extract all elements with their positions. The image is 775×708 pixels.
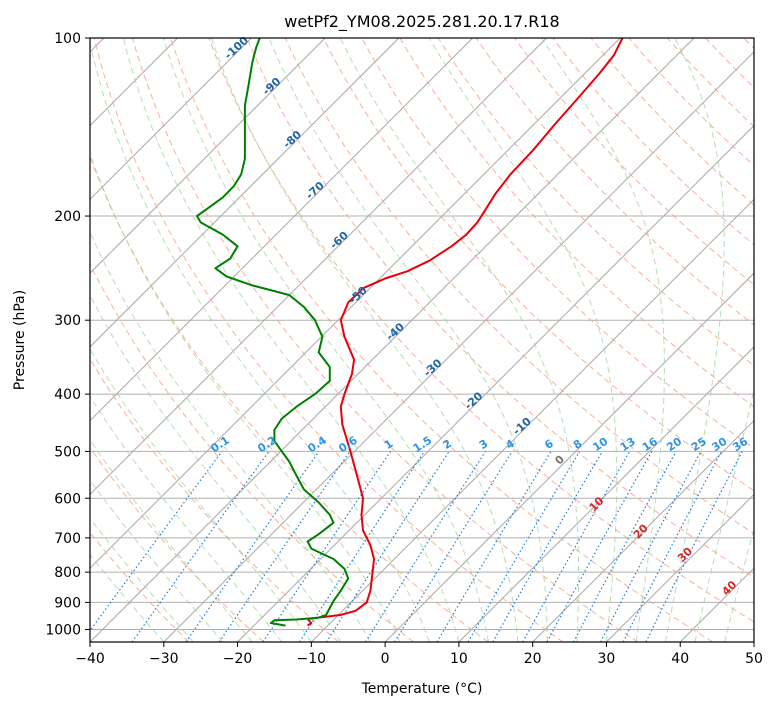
dry-adiabat-line bbox=[90, 262, 414, 642]
isotherm-line bbox=[606, 493, 754, 642]
moist-adiabat-line bbox=[90, 554, 165, 642]
moist-adiabat-line bbox=[694, 387, 754, 642]
dry-adiabats bbox=[90, 38, 754, 642]
skewed-isotherms bbox=[90, 38, 754, 642]
moist-adiabat-line bbox=[90, 479, 224, 642]
x-tick-label: 50 bbox=[745, 651, 763, 667]
isotherm-line bbox=[237, 124, 754, 642]
isotherm-line bbox=[458, 346, 754, 642]
mixing-ratio-line bbox=[90, 451, 223, 632]
moist-adiabats bbox=[90, 38, 754, 642]
y-tick-label: 400 bbox=[54, 387, 81, 403]
dry-adiabat-line bbox=[208, 38, 754, 623]
x-tick-label: 10 bbox=[450, 651, 468, 667]
isotherm-line bbox=[90, 38, 326, 274]
pressure-gridlines bbox=[90, 38, 754, 630]
mixing-ratio-line bbox=[325, 451, 450, 642]
dry-adiabat-line bbox=[514, 38, 754, 286]
y-tick-label: 200 bbox=[54, 209, 81, 225]
dry-adiabat-line bbox=[322, 38, 754, 492]
x-tick-label: 40 bbox=[671, 651, 689, 667]
x-tick-label: −40 bbox=[75, 651, 105, 667]
dry-adiabat-line bbox=[90, 155, 489, 642]
moist-adiabat-line bbox=[428, 38, 618, 642]
y-axis-ticks: 100 200 300 400 500 600 700 800 900 1000 bbox=[45, 31, 90, 638]
dry-adiabat-line bbox=[437, 38, 754, 367]
moist-adiabat-line bbox=[90, 294, 342, 642]
isotherm-line bbox=[90, 38, 400, 348]
mixing-ratio-line bbox=[299, 451, 425, 642]
isotherm-line bbox=[90, 38, 621, 569]
moist-adiabat-line bbox=[724, 527, 754, 642]
y-tick-label: 100 bbox=[54, 31, 81, 47]
x-axis-ticks: −40 −30 −20 −10 0 10 20 30 40 50 bbox=[75, 642, 763, 667]
moist-adiabat-line bbox=[90, 517, 194, 642]
isotherm-line bbox=[90, 38, 474, 422]
mixing-ratio-line bbox=[185, 451, 320, 642]
mixing-ratio-line bbox=[645, 451, 743, 642]
mixing-ratio-line bbox=[394, 451, 513, 642]
y-tick-label: 800 bbox=[54, 565, 81, 581]
mixing-ratio-line bbox=[622, 451, 722, 642]
mixing-ratio-line bbox=[546, 451, 653, 642]
mixing-ratio-line bbox=[522, 451, 631, 642]
moist-adiabat-line bbox=[90, 439, 253, 642]
moist-adiabat-line bbox=[540, 38, 665, 642]
moist-adiabat-line bbox=[210, 38, 519, 642]
dry-adiabat-line bbox=[93, 38, 564, 642]
dewpoint-profile-line bbox=[196, 38, 350, 627]
isotherm-line bbox=[90, 38, 547, 496]
moist-adiabat-line bbox=[90, 395, 283, 642]
moist-adiabat-line bbox=[90, 40, 430, 642]
isotherm-line bbox=[90, 38, 252, 201]
dry-adiabat-line bbox=[90, 446, 265, 642]
x-tick-label: 20 bbox=[524, 651, 542, 667]
dry-adiabat-line bbox=[90, 358, 339, 642]
dry-adiabat-line bbox=[131, 38, 639, 642]
mixing-ratio-line bbox=[572, 451, 677, 642]
y-tick-label: 300 bbox=[54, 313, 81, 329]
dry-adiabat-line bbox=[361, 38, 754, 449]
isotherm-line bbox=[163, 51, 754, 642]
moist-adiabat-line bbox=[339, 38, 580, 642]
moist-adiabat-line bbox=[665, 38, 725, 642]
x-tick-label: −20 bbox=[223, 651, 253, 667]
axes-frame bbox=[89, 37, 755, 643]
dry-adiabat-line bbox=[284, 38, 754, 535]
y-tick-label: 1000 bbox=[45, 622, 81, 638]
moist-adiabat-line bbox=[90, 348, 312, 642]
plot-area bbox=[90, 38, 754, 642]
y-tick-label: 600 bbox=[54, 491, 81, 507]
isotherm-line bbox=[384, 272, 754, 642]
sounding-profiles bbox=[196, 38, 624, 627]
chart-title: wetPf2_YM08.2025.281.20.17.R18 bbox=[284, 12, 559, 32]
moist-adiabat-line bbox=[90, 230, 371, 642]
x-tick-label: −10 bbox=[297, 651, 327, 667]
x-tick-label: 0 bbox=[381, 651, 390, 667]
moist-adiabat-line bbox=[268, 38, 548, 642]
x-axis-title: Temperature (°C) bbox=[361, 681, 483, 697]
isotherm-line bbox=[532, 419, 754, 642]
moist-adiabat-line bbox=[162, 38, 489, 642]
mixing-ratio-line bbox=[131, 451, 270, 642]
y-tick-label: 900 bbox=[54, 595, 81, 611]
isotherm-line bbox=[90, 38, 695, 642]
temperature-profile-line bbox=[306, 38, 624, 627]
x-tick-label: −30 bbox=[149, 651, 179, 667]
dry-adiabat-line bbox=[475, 38, 754, 326]
y-axis-title: Pressure (hPa) bbox=[12, 290, 28, 390]
dry-adiabat-line bbox=[170, 38, 713, 642]
dry-adiabat-line bbox=[246, 38, 754, 578]
y-tick-label: 500 bbox=[54, 444, 81, 460]
y-tick-label: 700 bbox=[54, 531, 81, 547]
mixing-ratio-line bbox=[218, 451, 351, 642]
moist-adiabat-line bbox=[90, 152, 401, 642]
dry-adiabat-line bbox=[399, 38, 754, 408]
x-tick-label: 30 bbox=[598, 651, 616, 667]
moist-adiabat-line bbox=[122, 38, 460, 642]
